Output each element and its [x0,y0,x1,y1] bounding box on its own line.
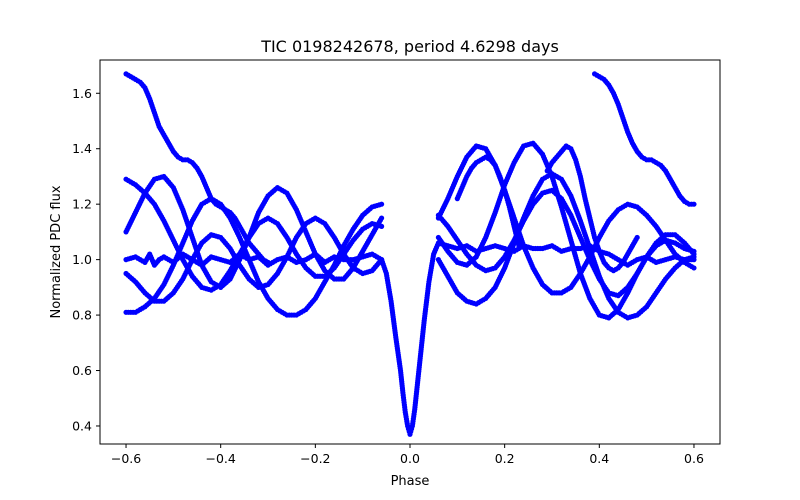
data-point [691,201,697,207]
y-tick-label: 0.4 [72,418,92,433]
x-tick-label: 0.6 [684,451,704,466]
x-tick-label: −0.2 [300,451,330,466]
x-tick-label: 0.0 [400,451,420,466]
y-tick-label: 1.6 [72,86,92,101]
x-axis: −0.6 −0.4 −0.2 0.0 0.2 0.4 0.6 [111,444,704,466]
x-tick-label: −0.6 [111,451,141,466]
data-point [379,215,385,221]
data-point [691,251,697,257]
y-tick-label: 1.2 [72,197,92,212]
data-point [634,234,640,241]
x-tick-label: 0.4 [589,451,609,466]
x-axis-label: Phase [391,474,430,489]
data-point [379,257,385,263]
data-points [123,71,697,437]
data-point [691,265,697,271]
y-tick-label: 1.4 [72,141,92,156]
y-axis-label: Normalized PDC flux [49,185,64,318]
data-point [516,243,522,249]
x-tick-label: 0.2 [495,451,515,466]
y-axis: 0.4 0.6 0.8 1.0 1.2 1.4 1.6 [72,86,100,433]
data-point [265,259,271,265]
y-tick-label: 0.6 [72,363,92,378]
data-point [379,201,385,207]
y-tick-label: 0.8 [72,308,92,323]
x-tick-label: −0.4 [206,451,236,466]
y-tick-label: 1.0 [72,252,92,267]
chart-title: TIC 0198242678, period 4.6298 days [260,37,559,56]
